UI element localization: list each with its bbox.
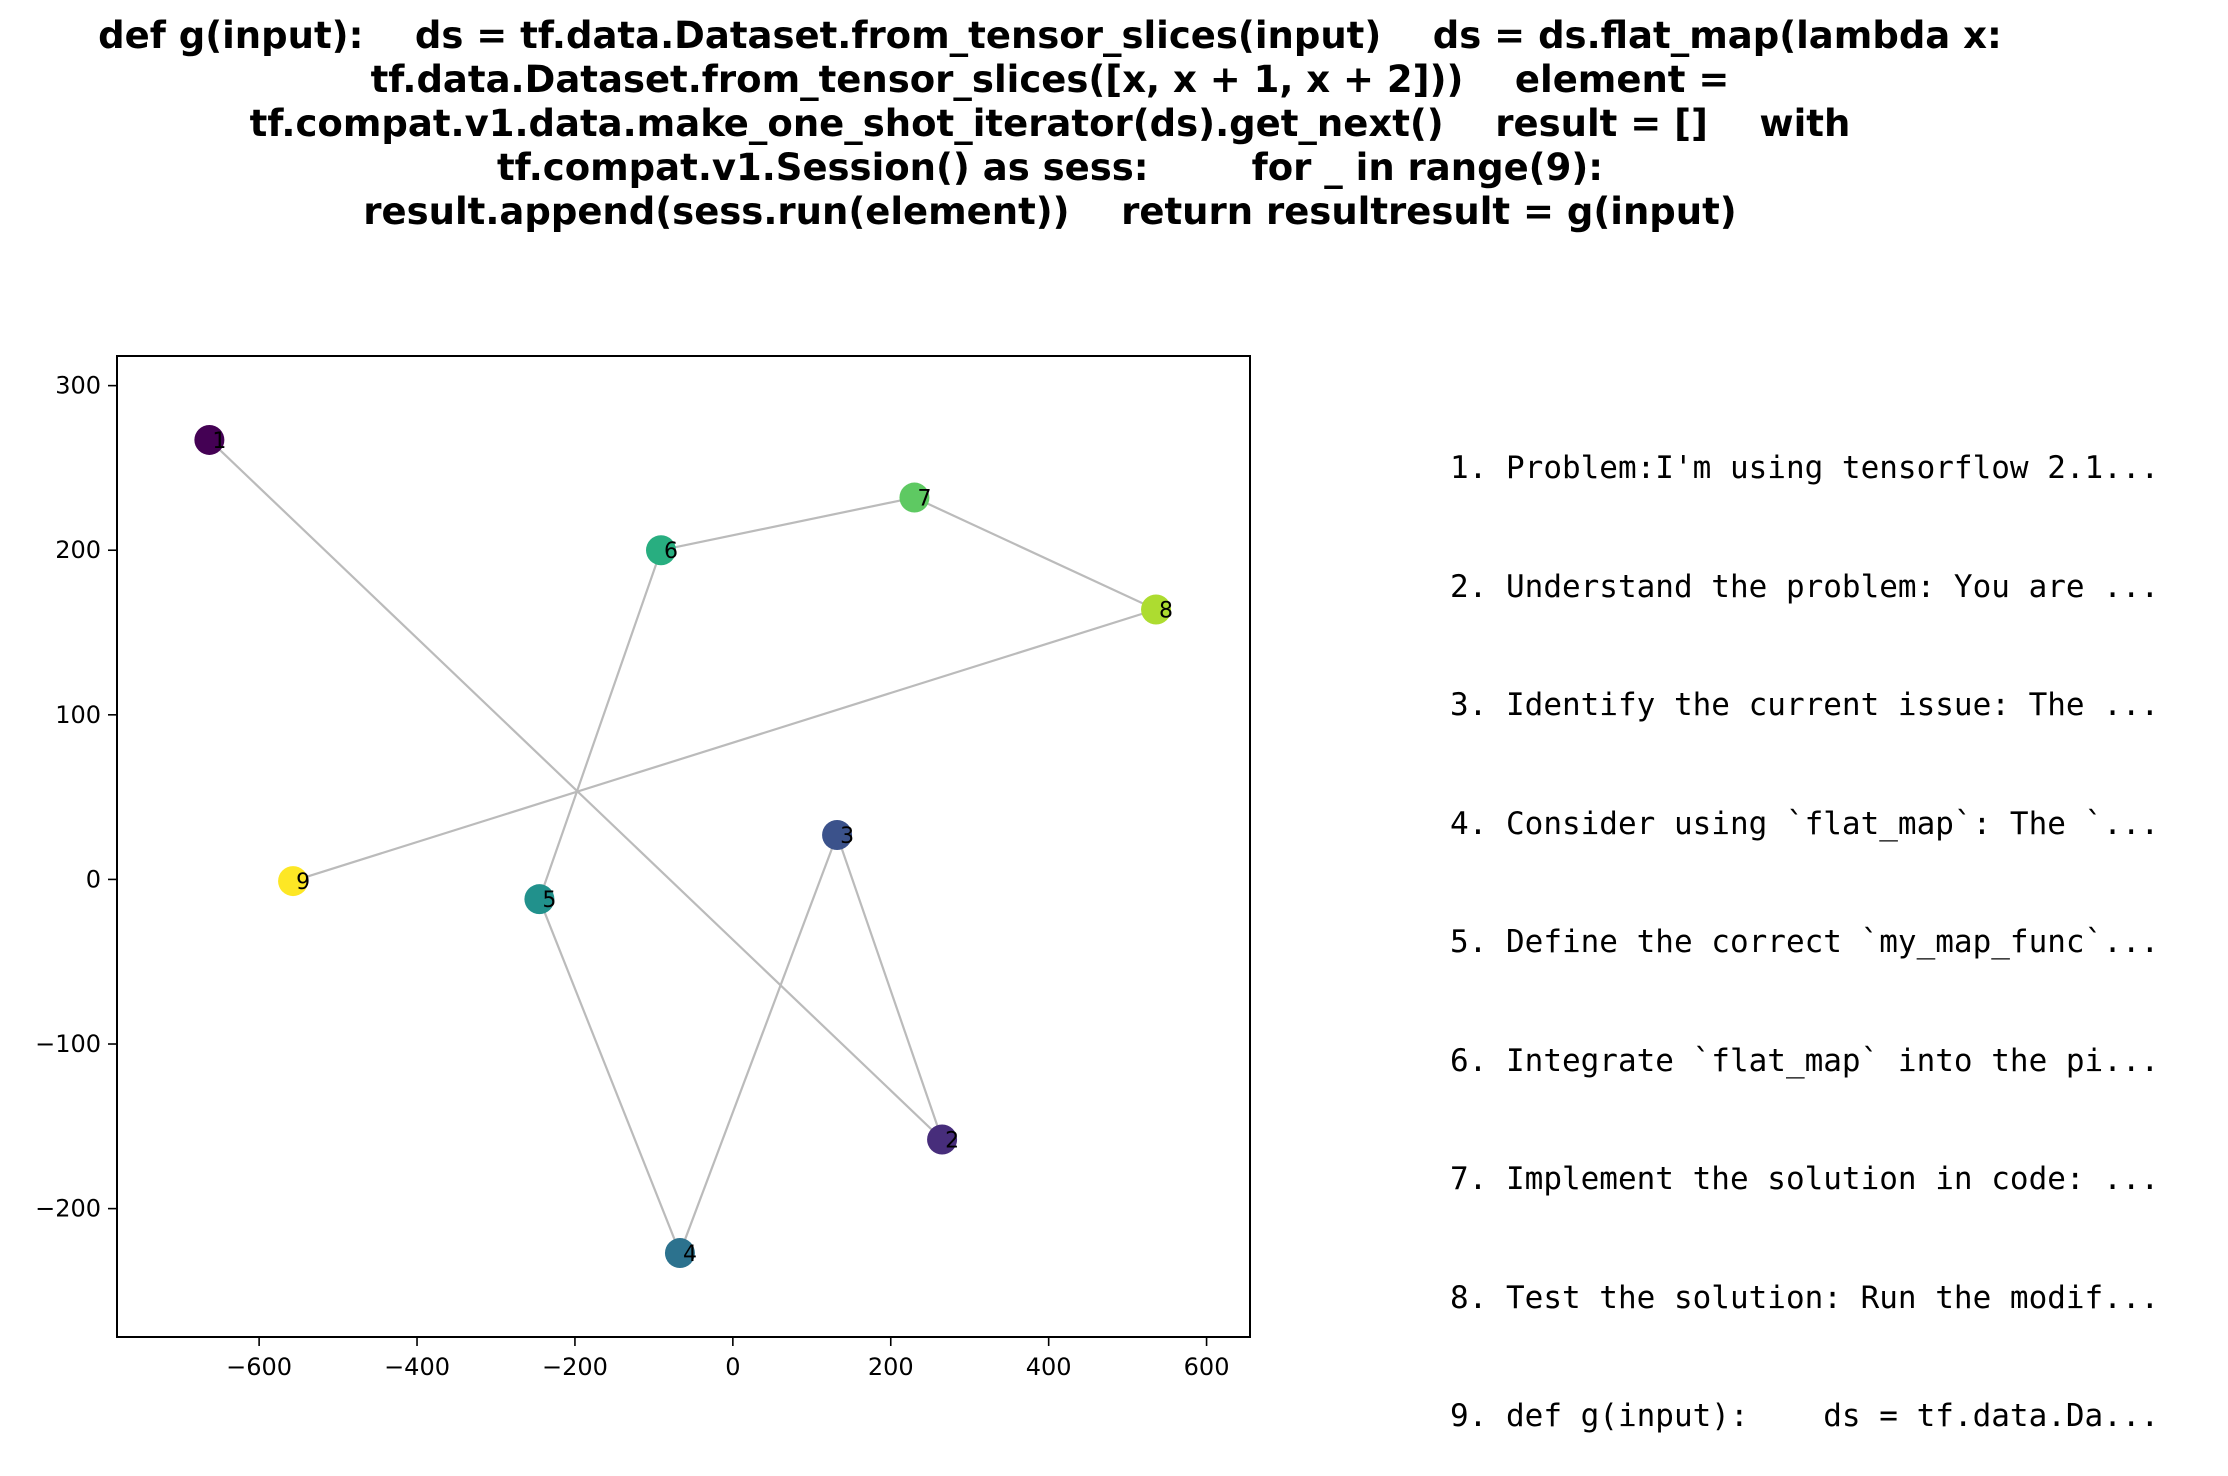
point-label: 6: [664, 539, 678, 564]
step-item: 2. Understand the problem: You are ...: [1450, 568, 2160, 605]
chart-title: def g(input): ds = tf.data.Dataset.from_…: [0, 14, 2100, 234]
chart-title-line: tf.compat.v1.data.make_one_shot_iterator…: [249, 102, 1851, 145]
axes: −600 −400 −200 0 200 400 600 −200 −100 0 100 200 300: [35, 355, 1251, 1381]
y-tick-label: 200: [55, 536, 101, 564]
x-tick-label: 0: [725, 1353, 740, 1381]
data-point: [1141, 594, 1172, 625]
steps-list: 1. Problem:I'm using tensorflow 2.1... 2…: [1450, 370, 2159, 1476]
connector-line: [913, 496, 1157, 611]
chart-title-line: tf.compat.v1.Session() as sess: for _ in…: [496, 146, 1604, 189]
data-point: [645, 535, 676, 566]
y-tick-label: 300: [55, 372, 101, 400]
connector-line: [678, 834, 839, 1254]
data-point: [664, 1238, 695, 1269]
step-item: 6. Integrate `flat_map` into the pi...: [1450, 1042, 2160, 1079]
data-point: [927, 1124, 958, 1155]
step-item: 4. Consider using `flat_map`: The `...: [1450, 805, 2160, 842]
y-tick-label: 0: [86, 865, 101, 893]
step-item: 1. Problem:I'm using tensorflow 2.1...: [1450, 450, 2160, 486]
data-point: [194, 424, 225, 455]
point-label: 5: [542, 888, 556, 913]
chart-title-line: def g(input): ds = tf.data.Dataset.from_…: [98, 14, 2002, 57]
connector-line: [836, 834, 944, 1140]
point-label: 8: [1159, 598, 1173, 623]
x-tick-label: −600: [226, 1353, 292, 1381]
point-label: 2: [945, 1128, 959, 1153]
point-labels: 1 2 3 4 5 6 7 8 9: [212, 429, 1173, 1267]
x-tick-label: 200: [868, 1353, 914, 1381]
point-label: 3: [840, 824, 854, 849]
plot-frame: [116, 355, 1251, 1338]
point-label: 1: [212, 429, 226, 454]
data-point: [899, 482, 930, 513]
y-tick-label: −200: [35, 1195, 101, 1223]
connector-line: [538, 549, 663, 900]
connector-line: [538, 898, 681, 1254]
step-item: 5. Define the correct `my_map_func`...: [1450, 924, 2160, 960]
point-label: 4: [683, 1242, 697, 1267]
x-tick-label: −200: [542, 1353, 608, 1381]
step-item: 3. Identify the current issue: The ...: [1450, 687, 2160, 723]
connector-line: [208, 439, 943, 1141]
step-item: 7. Implement the solution in code: ...: [1450, 1161, 2160, 1197]
connecting-lines: [208, 439, 1157, 1254]
step-item: 8. Test the solution: Run the modif...: [1450, 1279, 2160, 1316]
data-point: [822, 819, 853, 850]
connector-line: [292, 608, 1157, 883]
point-label: 7: [917, 487, 931, 512]
y-tick-label: −100: [35, 1030, 101, 1058]
x-tick-label: 600: [1184, 1353, 1230, 1381]
scatter-plot: 1 2 3 4 5 6 7 8 9 −600 −400 −200 0 200 400 600 −200 −100…: [35, 355, 1251, 1381]
step-item: 9. def g(input): ds = tf.data.Da...: [1450, 1398, 2160, 1434]
chart-title-line: result.append(sess.run(element)) return …: [363, 190, 1737, 233]
connector-line: [660, 496, 915, 552]
x-tick-label: −400: [384, 1353, 450, 1381]
data-point: [278, 866, 309, 897]
chart-title-line: tf.data.Dataset.from_tensor_slices([x, x…: [370, 58, 1730, 101]
y-tick-label: 100: [55, 701, 101, 729]
point-label: 9: [296, 870, 310, 895]
data-points: [194, 424, 1172, 1269]
data-point: [524, 884, 555, 915]
x-tick-label: 400: [1026, 1353, 1072, 1381]
